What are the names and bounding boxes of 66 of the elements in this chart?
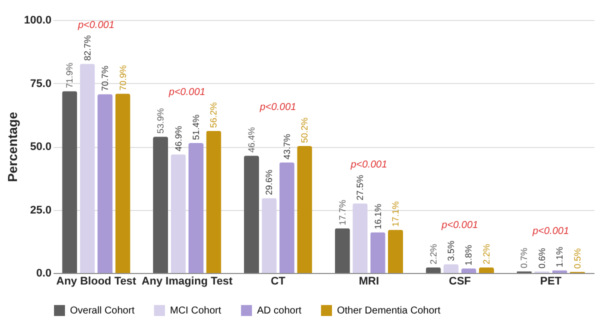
- bar: [80, 64, 95, 273]
- bar: [262, 198, 277, 273]
- bar: [188, 142, 204, 273]
- data-label: 46.4%: [246, 127, 256, 153]
- bar: [334, 228, 350, 273]
- legend-label: Overall Cohort: [70, 306, 135, 317]
- x-tick-label: CT: [270, 276, 286, 288]
- y-tick-label: 75.0: [30, 78, 52, 90]
- bar: [206, 130, 222, 273]
- legend-label: MCI Cohort: [170, 306, 222, 317]
- data-label: 17.7%: [337, 200, 348, 226]
- bar: [62, 91, 78, 273]
- bar: [297, 146, 312, 273]
- data-label: 3.5%: [446, 240, 456, 262]
- y-tick-label: 0.0: [36, 268, 52, 280]
- y-tick-label: 100.0: [24, 14, 52, 26]
- data-label: 70.9%: [118, 65, 128, 91]
- x-tick-label: Any Blood Test: [56, 276, 136, 288]
- bar: [370, 232, 386, 273]
- annotation: p<0.001: [76, 20, 114, 31]
- data-label: 2.2%: [481, 244, 492, 264]
- data-label: 82.7%: [82, 35, 92, 61]
- data-label: 17.1%: [390, 201, 401, 227]
- bar: [153, 136, 168, 273]
- data-label: 1.8%: [464, 244, 474, 266]
- data-label: 70.7%: [100, 66, 110, 92]
- bar: [170, 154, 186, 273]
- y-tick-label: 50.0: [30, 141, 52, 153]
- data-label: 2.2%: [428, 244, 438, 264]
- data-label: 50.2%: [300, 117, 310, 143]
- data-label: 0.6%: [536, 248, 547, 268]
- x-tick-label: MRI: [358, 276, 380, 288]
- y-axis-title: Percentage: [4, 112, 20, 182]
- bar: [352, 203, 368, 273]
- data-label: 16.1%: [372, 204, 383, 230]
- x-tick-label: CSF: [448, 276, 472, 288]
- data-label: 1.1%: [554, 246, 565, 268]
- x-tick-label: PET: [540, 276, 562, 288]
- legend-label: Other Dementia Cohort: [337, 306, 441, 317]
- data-label: 29.6%: [264, 170, 274, 196]
- annotation: p<0.001: [350, 159, 388, 170]
- bar: [388, 230, 404, 273]
- data-label: 43.7%: [282, 134, 292, 160]
- data-label: 53.9%: [156, 108, 166, 134]
- bar: [478, 267, 494, 273]
- data-label: 71.9%: [64, 62, 75, 88]
- x-tick-label: Any Imaging Test: [142, 276, 233, 288]
- y-tick-label: 25.0: [30, 204, 52, 216]
- data-label: 0.5%: [572, 248, 582, 269]
- data-label: 46.9%: [173, 126, 184, 152]
- data-label: 51.4%: [190, 114, 201, 140]
- bar: [444, 264, 459, 273]
- data-label: 56.2%: [208, 102, 219, 128]
- bar: [461, 268, 476, 273]
- bar: [426, 267, 441, 273]
- bar: [279, 162, 294, 273]
- data-label: 0.7%: [519, 248, 530, 268]
- annotation: p<0.001: [168, 86, 206, 98]
- legend-label: AD cohort: [257, 306, 302, 317]
- data-label: 27.5%: [355, 174, 366, 200]
- bar: [98, 94, 113, 273]
- annotation: p<0.001: [532, 226, 570, 238]
- bar: [244, 156, 259, 273]
- annotation: p<0.001: [440, 220, 478, 232]
- bar: [115, 94, 130, 273]
- annotation: p<0.001: [258, 102, 296, 113]
